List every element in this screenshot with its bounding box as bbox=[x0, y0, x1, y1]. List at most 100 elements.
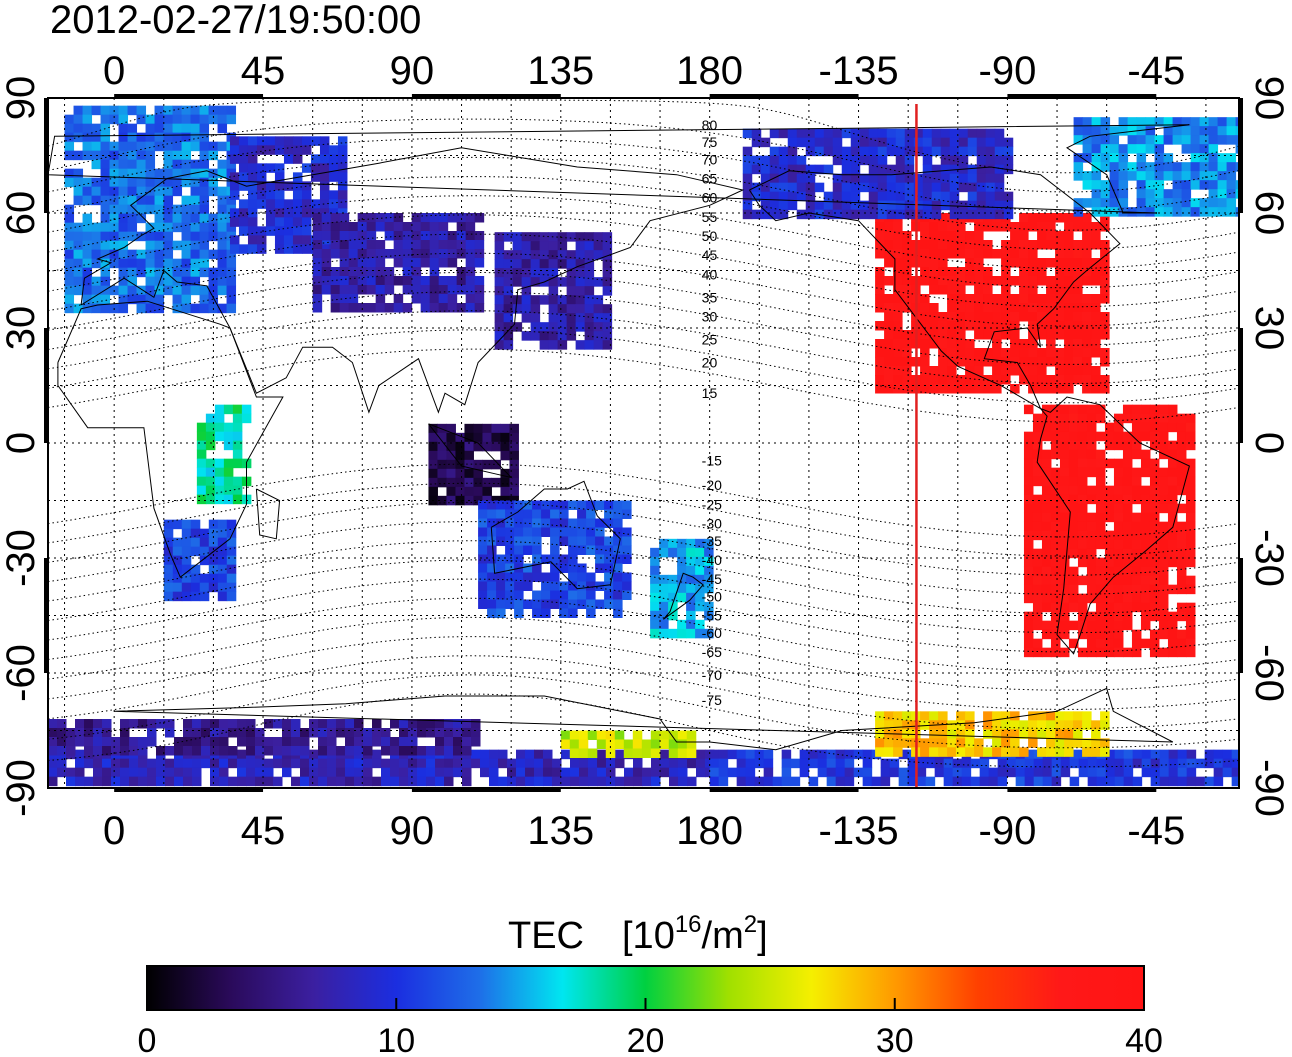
bottom-lon-label: -45 bbox=[1127, 809, 1185, 853]
tec-region-greenland bbox=[1073, 117, 1239, 217]
frame-tick-bar bbox=[114, 788, 264, 792]
coastline-4 bbox=[748, 166, 1121, 410]
right-latitude-labels: 90 60 30 0 -30 -60 -90 bbox=[1247, 76, 1291, 817]
top-lon-label: 45 bbox=[241, 49, 286, 93]
coastline-3 bbox=[663, 572, 704, 620]
bottom-lon-label: 135 bbox=[527, 809, 594, 853]
left-lat-label: -30 bbox=[0, 529, 43, 587]
colorbar-tick-label: 40 bbox=[1125, 1022, 1163, 1057]
frame-tick-bar bbox=[1239, 98, 1243, 213]
bottom-lon-label: 0 bbox=[103, 809, 125, 853]
left-lat-label: 0 bbox=[0, 432, 43, 454]
frame-tick-bar bbox=[1007, 94, 1157, 98]
coastline-9 bbox=[255, 488, 281, 540]
frame-tick-bar bbox=[1239, 328, 1243, 443]
tec-region-antarctic-sw bbox=[48, 719, 481, 756]
frame-tick-bar bbox=[709, 94, 859, 98]
timestamp-title: 2012-02-27/19:50:00 bbox=[50, 0, 421, 42]
right-lat-label: 90 bbox=[1247, 76, 1291, 121]
right-lat-label: -90 bbox=[1247, 759, 1291, 817]
mag-lat-label: -40 bbox=[702, 552, 722, 568]
mag-lat-label: 15 bbox=[702, 385, 718, 401]
frame-tick-bar bbox=[1007, 788, 1157, 792]
tec-region-asia-east bbox=[494, 232, 613, 350]
bottom-lon-label: 90 bbox=[390, 809, 435, 853]
tec-region-australia bbox=[478, 500, 632, 618]
graticule-layer bbox=[48, 98, 1239, 788]
mag-lat-label: -60 bbox=[702, 625, 722, 641]
frame-tick-bar bbox=[114, 94, 264, 98]
mag-lat-label: 25 bbox=[702, 332, 718, 348]
mag-lat-label: -15 bbox=[702, 452, 722, 468]
top-lon-label: -135 bbox=[819, 49, 899, 93]
mag-lat-label: 70 bbox=[702, 151, 718, 167]
left-lat-label: -90 bbox=[0, 759, 43, 817]
top-lon-label: 135 bbox=[527, 49, 594, 93]
colorbar-title: TEC [1016/m2] bbox=[508, 911, 768, 957]
coastline-layer bbox=[48, 124, 1190, 751]
bottom-lon-label: 45 bbox=[241, 809, 286, 853]
mag-lat-label: 45 bbox=[702, 247, 718, 263]
colorbar-tick-label: 30 bbox=[876, 1022, 914, 1057]
tec-region-new-zealand bbox=[650, 538, 714, 639]
left-lat-label: 30 bbox=[0, 306, 43, 351]
mag-contour bbox=[48, 674, 1239, 749]
left-latitude-labels: 90 60 30 0 -30 -60 -90 bbox=[0, 76, 43, 817]
colorbar-label: TEC bbox=[508, 915, 584, 957]
mag-lat-label: 20 bbox=[702, 355, 718, 371]
mag-lat-label: -70 bbox=[702, 667, 722, 683]
top-lon-label: 0 bbox=[103, 49, 125, 93]
top-lon-label: 90 bbox=[390, 49, 435, 93]
mag-lat-label: 35 bbox=[702, 289, 718, 305]
mag-lat-label: -75 bbox=[702, 692, 722, 708]
mag-contour bbox=[48, 693, 1239, 768]
bottom-lon-label: 180 bbox=[676, 809, 743, 853]
coastline-0 bbox=[57, 300, 284, 578]
top-longitude-labels: 0 45 90 135 180 -135 -90 -45 bbox=[103, 49, 1185, 93]
mag-lat-label: 50 bbox=[702, 228, 718, 244]
frame-tick-bar bbox=[411, 94, 561, 98]
mag-lat-label: -35 bbox=[702, 533, 722, 549]
left-lat-label: -60 bbox=[0, 644, 43, 702]
coastline-1 bbox=[80, 147, 745, 414]
coastline-2 bbox=[490, 480, 621, 590]
mag-lat-label: 55 bbox=[702, 209, 718, 225]
right-lat-label: 30 bbox=[1247, 306, 1291, 351]
mag-lat-label: -55 bbox=[702, 608, 722, 624]
top-lon-label: 180 bbox=[676, 49, 743, 93]
mag-lat-label: -50 bbox=[702, 588, 722, 604]
mag-lat-label: 40 bbox=[702, 266, 718, 282]
tec-region-south-america bbox=[1023, 404, 1196, 658]
colorbar-ticks: 0 10 20 30 40 bbox=[138, 998, 1163, 1057]
frame-tick-bar bbox=[411, 788, 561, 792]
mag-lat-label: -25 bbox=[702, 496, 722, 512]
bottom-lon-label: -90 bbox=[979, 809, 1037, 853]
top-lon-label: -90 bbox=[979, 49, 1037, 93]
frame-tick-bar bbox=[44, 98, 48, 213]
coastline-6 bbox=[48, 124, 1190, 214]
tec-region-antarctic-coast-pac bbox=[560, 730, 697, 758]
mag-lat-label: -45 bbox=[702, 571, 722, 587]
mag-lat-label: -20 bbox=[702, 477, 722, 493]
tec-region-indonesia bbox=[428, 423, 519, 506]
top-lon-label: -45 bbox=[1127, 49, 1185, 93]
right-lat-label: 0 bbox=[1247, 432, 1291, 454]
coastline-7 bbox=[114, 687, 1174, 751]
frame-tick-bar bbox=[44, 558, 48, 673]
tec-region-africa-mid bbox=[196, 404, 252, 505]
colorbar-tick-label: 20 bbox=[627, 1022, 665, 1057]
right-lat-label: -30 bbox=[1247, 529, 1291, 587]
mag-lat-label: 30 bbox=[702, 309, 718, 325]
left-lat-label: 90 bbox=[0, 76, 43, 121]
mag-lat-label: 65 bbox=[702, 171, 718, 187]
tec-region-asia-central bbox=[312, 213, 485, 313]
colorbar-tick-label: 10 bbox=[377, 1022, 415, 1057]
frame-tick-bar bbox=[44, 328, 48, 443]
coastline-5 bbox=[1036, 396, 1190, 655]
bottom-longitude-labels: 0 45 90 135 180 -135 -90 -45 bbox=[103, 809, 1185, 853]
tec-region-canada-north bbox=[742, 128, 1014, 220]
frame-tick-bar bbox=[709, 788, 859, 792]
right-lat-label: 60 bbox=[1247, 191, 1291, 236]
